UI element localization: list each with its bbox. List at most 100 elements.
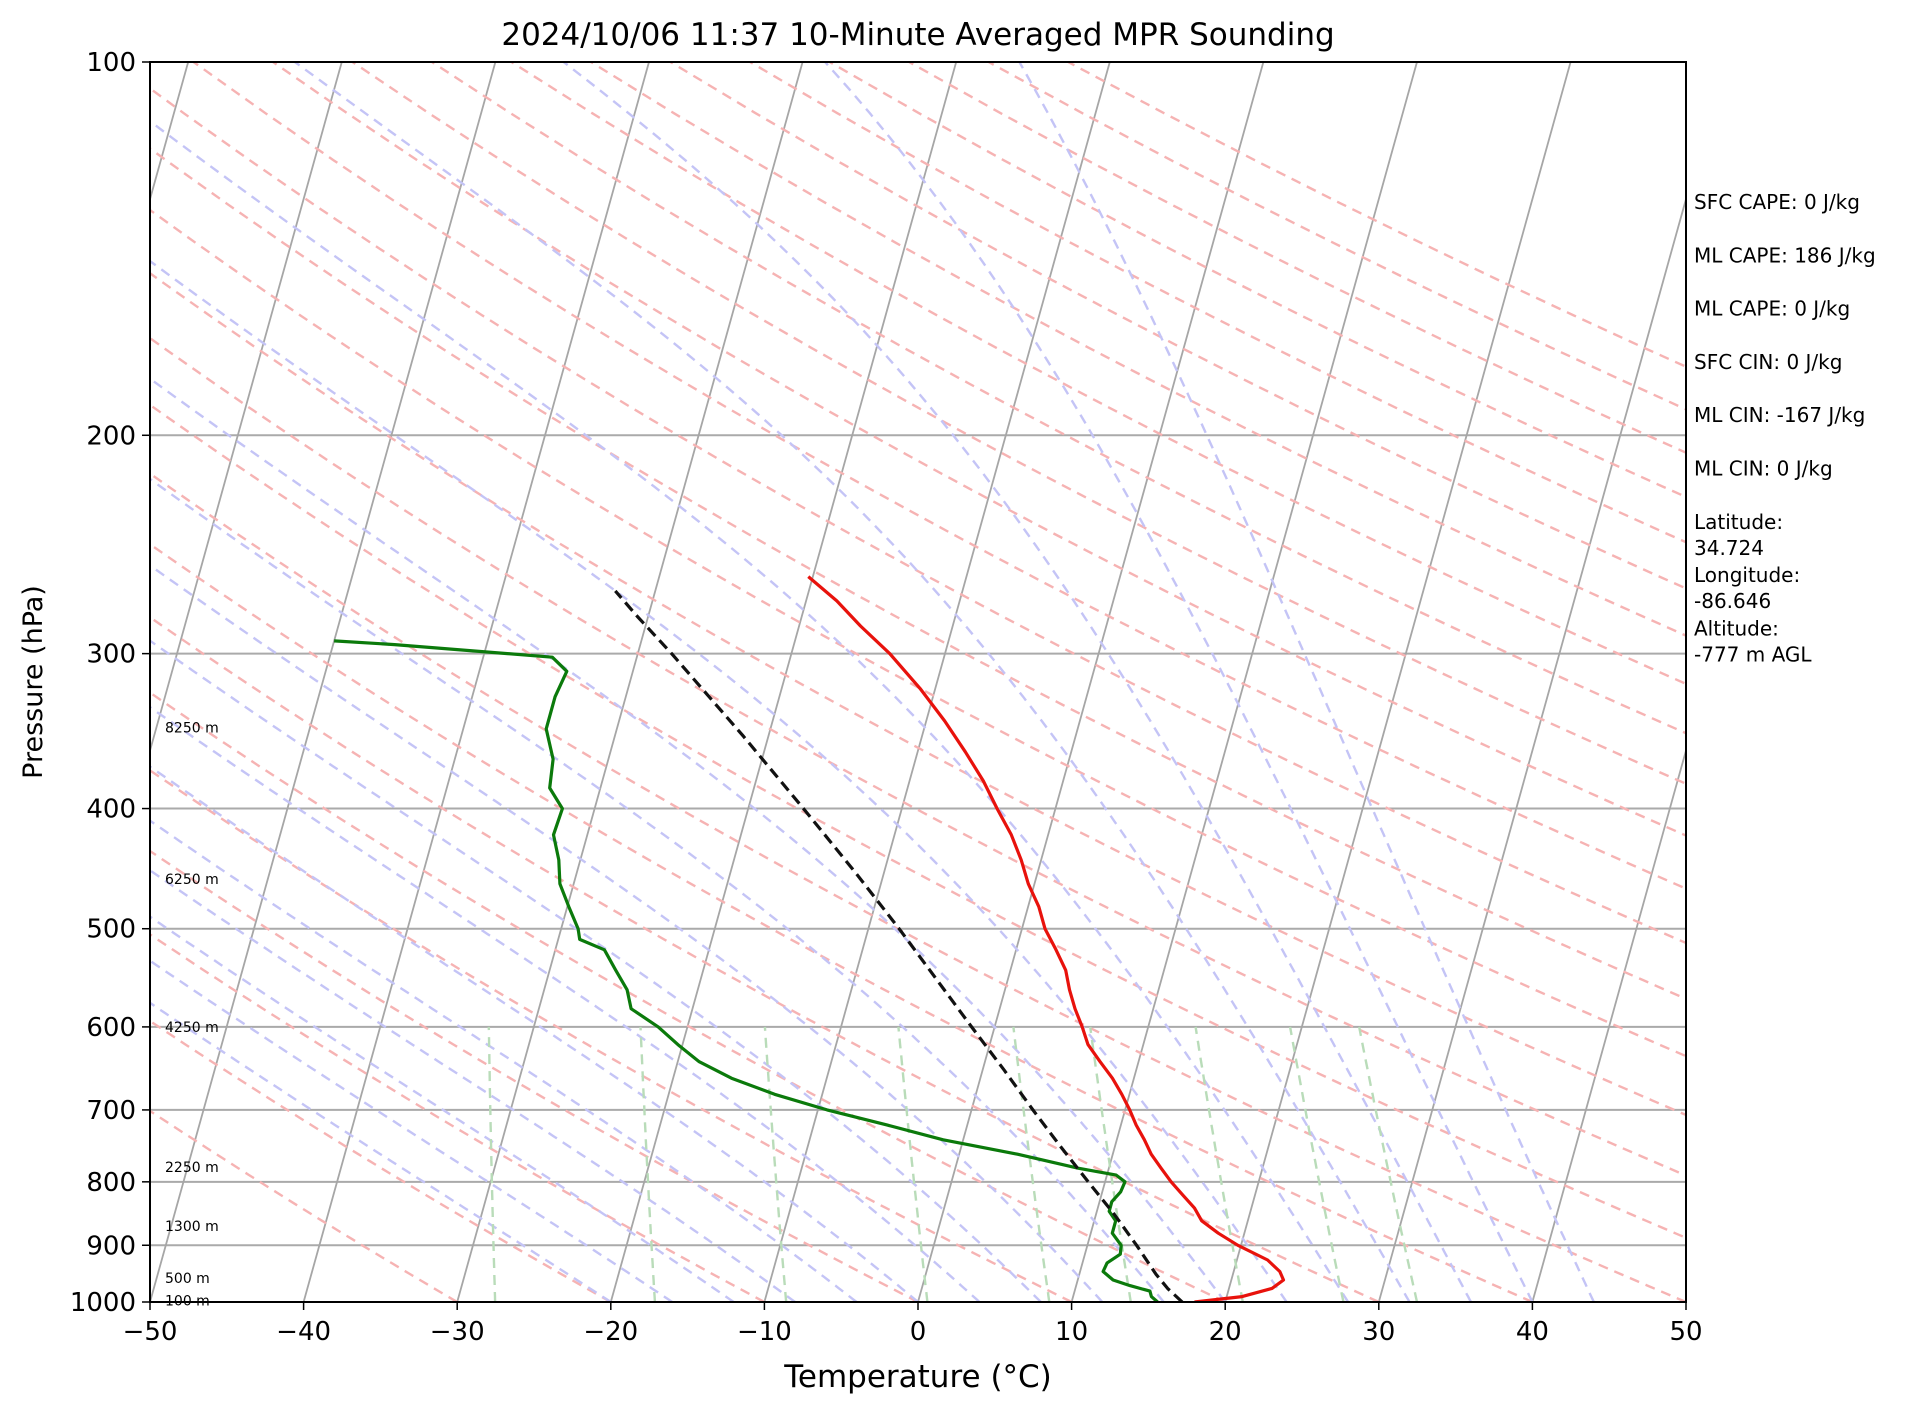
dewpoint-profile xyxy=(334,639,1159,1302)
moist-adiabat xyxy=(150,765,919,1302)
y-tick-label: 400 xyxy=(86,795,136,825)
height-label: 1300 m xyxy=(165,1219,219,1235)
stats-panel: SFC CAPE: 0 J/kg ML CAPE: 186 J/kg ML CAPE… xyxy=(1694,190,1876,666)
dry-adiabat xyxy=(510,62,1686,686)
moist-adiabat xyxy=(1018,62,1595,1302)
isotherm xyxy=(1224,62,1572,1302)
isotherm xyxy=(763,62,1111,1302)
isotherm xyxy=(150,62,343,754)
dry-adiabat xyxy=(150,146,1686,1001)
y-axis-ticks: 100 200 300 400 500 600 700 800 900 1000 xyxy=(70,48,150,1318)
height-label: 4250 m xyxy=(165,1020,219,1036)
x-tick-label: 40 xyxy=(1516,1317,1549,1347)
x-tick-label: 20 xyxy=(1209,1317,1242,1347)
y-tick-label: 100 xyxy=(86,48,136,78)
x-axis-ticks: −50 −40 −30 −20 −10 0 10 20 30 40 50 xyxy=(123,1302,1703,1347)
moist-adiabat xyxy=(150,377,1227,1302)
x-tick-label: 30 xyxy=(1362,1317,1395,1347)
dry-adiabat xyxy=(150,208,1686,1058)
isotherm xyxy=(150,62,497,1302)
isotherm xyxy=(1531,747,1686,1302)
moist-adiabat xyxy=(150,259,1288,1302)
height-label: 6250 m xyxy=(165,872,219,888)
y-tick-label: 200 xyxy=(86,421,136,451)
dry-adiabat xyxy=(150,769,1073,1302)
x-tick-label: −20 xyxy=(583,1317,638,1347)
mixing-ratio-line xyxy=(1358,1026,1419,1302)
moist-adiabat xyxy=(150,119,1350,1302)
moist-adiabat xyxy=(150,819,858,1302)
x-axis-label: Temperature (°C) xyxy=(783,1359,1052,1395)
moist-adiabat xyxy=(824,62,1534,1302)
temperature-profile xyxy=(807,575,1286,1302)
height-label: 2250 m xyxy=(165,1160,219,1176)
mixing-ratio-line xyxy=(487,1026,497,1302)
moist-adiabat xyxy=(562,62,1473,1302)
stat-line: Longitude: xyxy=(1694,563,1800,587)
x-tick-label: −30 xyxy=(430,1317,485,1347)
moist-adiabat xyxy=(150,477,1165,1302)
y-tick-label: 700 xyxy=(86,1096,136,1126)
stat-line: SFC CIN: 0 J/kg xyxy=(1694,350,1842,374)
x-tick-label: −10 xyxy=(737,1317,792,1347)
mixing-ratio-line xyxy=(639,1026,657,1302)
dry-adiabat xyxy=(150,542,1533,1302)
x-tick-label: 10 xyxy=(1055,1317,1088,1347)
y-tick-label: 900 xyxy=(86,1231,136,1261)
dry-adiabat xyxy=(431,62,1686,735)
moist-adiabat xyxy=(294,62,1411,1302)
dry-adiabat xyxy=(150,86,1686,945)
isotherm xyxy=(609,62,958,1302)
isotherm xyxy=(1377,195,1686,1302)
parcel-profile xyxy=(614,589,1184,1302)
moist-adiabat xyxy=(150,868,796,1302)
x-tick-label: −50 xyxy=(123,1317,178,1347)
moist-adiabat xyxy=(150,1001,612,1302)
stat-line: ML CAPE: 0 J/kg xyxy=(1694,297,1850,321)
stat-value: -86.646 xyxy=(1694,589,1771,613)
x-tick-label: −40 xyxy=(276,1317,331,1347)
y-tick-label: 500 xyxy=(86,915,136,945)
moist-adiabat xyxy=(150,639,1042,1302)
height-label: 8250 m xyxy=(165,720,219,736)
mixing-ratio-line xyxy=(763,1026,788,1302)
dry-adiabat xyxy=(192,62,1686,890)
dry-adiabat xyxy=(150,932,765,1302)
stat-value: -777 m AGL xyxy=(1694,642,1812,666)
mixing-ratio-line xyxy=(1194,1026,1244,1302)
stat-line: ML CIN: 0 J/kg xyxy=(1694,457,1833,481)
dry-adiabat xyxy=(150,1109,458,1302)
dry-adiabat xyxy=(150,472,1686,1302)
stat-line: ML CIN: -167 J/kg xyxy=(1694,403,1865,427)
stat-line: ML CAPE: 186 J/kg xyxy=(1694,243,1876,267)
mixing-ratio-line xyxy=(1089,1026,1132,1302)
dry-adiabat xyxy=(150,1019,612,1302)
isotherm xyxy=(302,62,650,1302)
dry-adiabat xyxy=(669,62,1686,590)
mixing-ratio-line xyxy=(1012,1026,1051,1302)
isotherm xyxy=(456,62,804,1302)
stat-line: Latitude: xyxy=(1694,510,1783,534)
height-labels: 8250 m 6250 m 4250 m 2250 m 1300 m 500 m 100 m xyxy=(165,720,219,1309)
y-tick-label: 1000 xyxy=(70,1288,136,1318)
chart-title: 2024/10/06 11:37 10-Minute Averaged MPR … xyxy=(501,17,1334,53)
dry-adiabat xyxy=(351,62,1686,786)
height-label: 500 m xyxy=(165,1271,210,1287)
stat-line: Altitude: xyxy=(1694,616,1779,640)
dry-adiabat xyxy=(150,336,1686,1177)
height-label: 100 m xyxy=(165,1293,210,1309)
dry-adiabat xyxy=(150,271,1686,1117)
data-series xyxy=(334,575,1286,1302)
grid xyxy=(150,62,1686,1302)
moist-adiabat xyxy=(150,915,735,1302)
y-tick-label: 600 xyxy=(86,1013,136,1043)
y-tick-label: 300 xyxy=(86,640,136,670)
x-tick-label: 0 xyxy=(910,1317,927,1347)
isotherm xyxy=(1070,62,1418,1302)
stat-line: SFC CAPE: 0 J/kg xyxy=(1694,190,1860,214)
dry-adiabat xyxy=(150,691,1226,1302)
dry-adiabat xyxy=(150,849,919,1302)
y-tick-label: 800 xyxy=(86,1168,136,1198)
moist-adiabat xyxy=(150,705,981,1302)
moist-adiabat xyxy=(150,563,1104,1302)
